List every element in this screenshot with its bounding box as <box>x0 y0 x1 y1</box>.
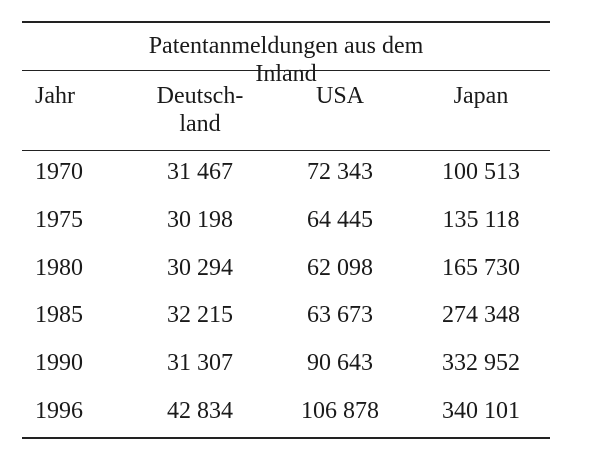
bottom-rule <box>22 437 550 439</box>
value-cell: 165 730 <box>442 254 520 281</box>
value-cell: 42 834 <box>167 398 233 424</box>
column-header: Deutsch- land <box>156 83 244 137</box>
table-title: Patentanmeldungen aus dem Inland <box>148 33 424 87</box>
value-cell: 62 098 <box>307 254 373 281</box>
value-cell: 106 878 <box>301 398 379 424</box>
value-cell: 32 215 <box>167 302 233 329</box>
value-cell: 64 445 <box>307 206 373 233</box>
column-header: Japan <box>453 83 509 109</box>
top-rule <box>22 21 550 23</box>
value-cell: 100 513 <box>442 159 520 185</box>
value-cell: 63 673 <box>307 302 373 329</box>
column-header: USA <box>315 83 365 109</box>
value-cell: 72 343 <box>307 159 373 185</box>
value-cell: 90 643 <box>307 350 373 377</box>
value-cell: 31 467 <box>167 159 233 185</box>
value-cell: 30 198 <box>167 206 233 233</box>
value-cell: 31 307 <box>167 350 233 377</box>
year-cell: 1975 <box>35 206 83 233</box>
value-cell: 340 101 <box>442 398 520 424</box>
value-cell: 30 294 <box>167 254 233 281</box>
value-cell: 332 952 <box>442 350 520 377</box>
value-cell: 135 118 <box>442 206 520 233</box>
header-rule <box>22 150 550 151</box>
value-cell: 274 348 <box>442 302 520 329</box>
year-cell: 1970 <box>35 159 83 185</box>
title-rule <box>22 70 550 71</box>
year-cell: 1996 <box>35 398 83 424</box>
column-header: Jahr <box>35 83 75 109</box>
year-cell: 1985 <box>35 302 83 329</box>
year-cell: 1990 <box>35 350 83 377</box>
year-cell: 1980 <box>35 254 83 281</box>
